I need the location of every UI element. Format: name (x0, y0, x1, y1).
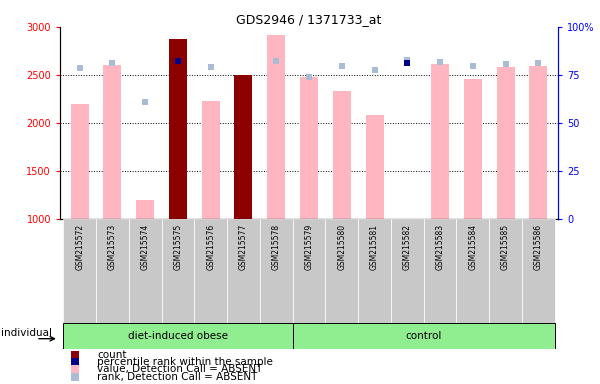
Text: individual: individual (1, 328, 52, 338)
Text: GSM215582: GSM215582 (403, 224, 412, 270)
Bar (267, 35, 285, 219)
Text: value, Detection Call = ABSENT: value, Detection Call = ABSENT (97, 364, 263, 374)
Bar (333, 91, 351, 219)
Text: GSM215579: GSM215579 (305, 224, 314, 270)
Bar (522, 219, 555, 323)
Text: diet-induced obese: diet-induced obese (128, 331, 228, 341)
Title: GDS2946 / 1371733_at: GDS2946 / 1371733_at (236, 13, 382, 26)
Bar (227, 219, 260, 323)
Text: GSM215574: GSM215574 (140, 224, 149, 270)
Text: GSM215586: GSM215586 (534, 224, 543, 270)
Text: GSM215575: GSM215575 (173, 224, 182, 270)
Text: GSM215583: GSM215583 (436, 224, 445, 270)
Bar (63, 219, 96, 323)
Text: rank, Detection Call = ABSENT: rank, Detection Call = ABSENT (97, 372, 258, 382)
Bar (300, 77, 318, 219)
Bar (260, 219, 293, 323)
Text: GSM215584: GSM215584 (469, 224, 478, 270)
Bar (71, 104, 89, 219)
Bar (103, 65, 121, 219)
Bar (63, 323, 293, 349)
Bar (424, 219, 457, 323)
Bar (325, 219, 358, 323)
Bar (365, 115, 383, 219)
Text: control: control (406, 331, 442, 341)
Text: GSM215576: GSM215576 (206, 224, 215, 270)
Bar (293, 323, 555, 349)
Text: GSM215572: GSM215572 (75, 224, 84, 270)
Bar (391, 219, 424, 323)
Bar (161, 219, 194, 323)
Bar (457, 219, 489, 323)
Bar (293, 219, 325, 323)
Text: count: count (97, 349, 127, 360)
Bar (431, 64, 449, 219)
Text: GSM215581: GSM215581 (370, 224, 379, 270)
Bar (235, 75, 253, 219)
Text: GSM215585: GSM215585 (501, 224, 510, 270)
Bar (529, 66, 547, 219)
Bar (497, 67, 515, 219)
Text: percentile rank within the sample: percentile rank within the sample (97, 357, 273, 367)
Bar (129, 219, 161, 323)
Text: GSM215580: GSM215580 (337, 224, 346, 270)
Text: GSM215573: GSM215573 (108, 224, 117, 270)
Bar (96, 219, 129, 323)
Bar (169, 40, 187, 219)
Bar (136, 200, 154, 219)
Bar (489, 219, 522, 323)
Bar (464, 79, 482, 219)
Bar (358, 219, 391, 323)
Text: GSM215577: GSM215577 (239, 224, 248, 270)
Bar (202, 101, 220, 219)
Text: GSM215578: GSM215578 (272, 224, 281, 270)
Bar (194, 219, 227, 323)
